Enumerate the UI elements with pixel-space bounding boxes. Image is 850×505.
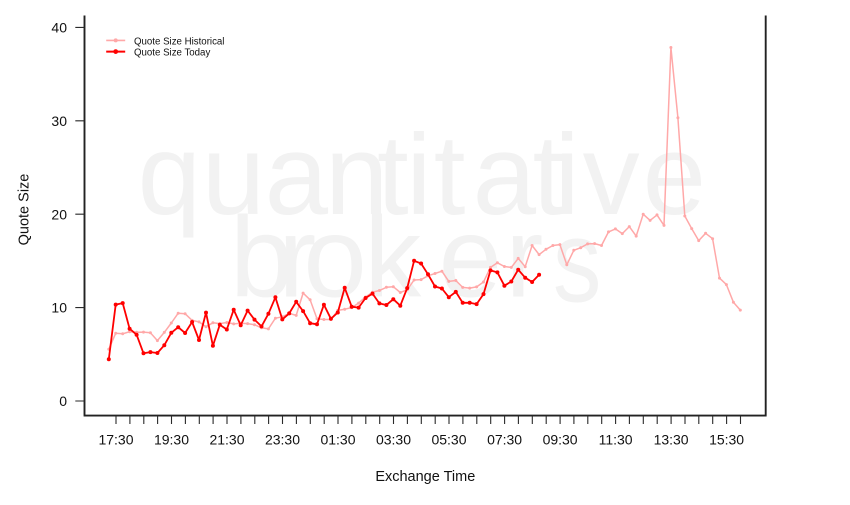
svg-text:07:30: 07:30 (487, 432, 522, 448)
svg-text:09:30: 09:30 (543, 432, 578, 448)
svg-text:15:30: 15:30 (709, 432, 744, 448)
svg-text:40: 40 (51, 20, 67, 36)
svg-text:q: q (138, 112, 201, 239)
svg-text:05:30: 05:30 (431, 432, 466, 448)
svg-text:t: t (533, 112, 565, 239)
svg-text:a: a (473, 112, 537, 239)
svg-text:03:30: 03:30 (376, 432, 411, 448)
svg-text:17:30: 17:30 (98, 432, 133, 448)
svg-text:01:30: 01:30 (320, 432, 355, 448)
svg-text:e: e (643, 112, 706, 239)
svg-text:23:30: 23:30 (265, 432, 300, 448)
svg-text:13:30: 13:30 (654, 432, 689, 448)
svg-text:Exchange Time: Exchange Time (375, 469, 475, 485)
svg-text:t: t (434, 112, 466, 239)
svg-text:Quote Size Historical: Quote Size Historical (134, 36, 224, 47)
svg-text:Quote Size: Quote Size (17, 174, 33, 246)
svg-text:11:30: 11:30 (599, 432, 633, 448)
svg-text:k: k (364, 195, 422, 322)
svg-text:u: u (202, 112, 265, 239)
svg-text:19:30: 19:30 (154, 432, 189, 448)
svg-text:t: t (377, 112, 409, 239)
svg-text:n: n (325, 112, 388, 239)
svg-text:v: v (583, 112, 640, 239)
svg-text:i: i (554, 112, 579, 239)
svg-text:o: o (303, 195, 366, 322)
svg-text:21:30: 21:30 (209, 432, 244, 448)
svg-text:0: 0 (59, 393, 67, 409)
svg-text:s: s (553, 196, 602, 327)
svg-text:a: a (265, 112, 329, 239)
svg-text:Quote Size Today: Quote Size Today (134, 47, 210, 58)
svg-text:e: e (439, 195, 502, 322)
svg-text:b: b (230, 195, 293, 322)
svg-text:10: 10 (51, 300, 67, 316)
svg-text:r: r (505, 195, 543, 322)
svg-text:20: 20 (51, 206, 67, 222)
svg-text:30: 30 (51, 113, 67, 129)
svg-text:i: i (406, 112, 431, 239)
